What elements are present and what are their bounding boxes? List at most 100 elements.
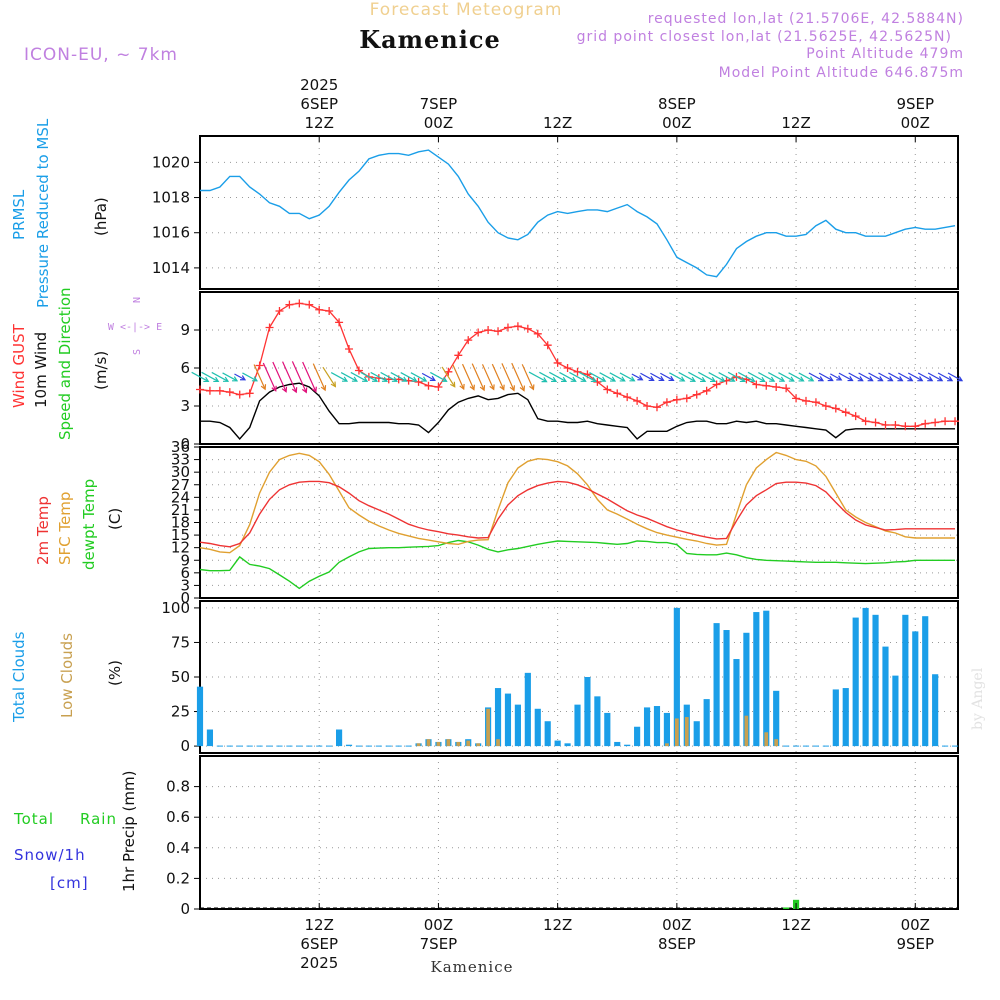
- y-tick-label: 0.6: [166, 808, 190, 826]
- label-total-clouds: Total Clouds: [10, 631, 28, 723]
- low-cloud-bar: [774, 739, 779, 747]
- gust-marker: [851, 412, 860, 421]
- wind-arrow: [471, 363, 485, 391]
- wind-arrow: [830, 373, 842, 381]
- y-tick-label: 18: [171, 514, 190, 532]
- wind-arrowhead: [391, 376, 398, 382]
- gust-marker: [354, 366, 363, 375]
- wind-arrow: [660, 372, 674, 381]
- total-cloud-bar: [673, 607, 680, 747]
- gust-marker: [503, 323, 512, 332]
- time-label: 6SEP: [300, 95, 338, 113]
- wind-arrow: [868, 372, 883, 382]
- total-cloud-bar: [594, 696, 601, 747]
- wind-arrowhead: [709, 376, 717, 383]
- wind-arrow: [669, 372, 685, 382]
- wind-arrow: [430, 371, 447, 382]
- gust-marker: [652, 403, 661, 412]
- wind-arrowhead: [529, 384, 535, 391]
- product-title: Forecast Meteogram: [370, 0, 563, 20]
- total-cloud-bar: [574, 704, 581, 747]
- wind-arrowhead: [489, 384, 495, 391]
- wind-arrow: [650, 372, 664, 381]
- wind-arrow: [559, 371, 576, 382]
- total-cloud-bar: [524, 672, 531, 747]
- gust-marker: [255, 361, 264, 370]
- y-tick-label: 1016: [152, 224, 190, 242]
- y-tick-label: 1020: [152, 153, 190, 171]
- wind-arrow: [808, 372, 824, 382]
- wind-arrow: [788, 372, 804, 382]
- gust-marker: [811, 398, 820, 407]
- wind-arrow: [201, 371, 219, 382]
- wind-arrowhead: [251, 376, 259, 382]
- gust-marker: [563, 364, 572, 372]
- wind-arrow: [481, 364, 495, 390]
- wind-arrowhead: [240, 375, 247, 381]
- cloud-series: [196, 607, 959, 747]
- y-tick-label: 1018: [152, 189, 190, 207]
- time-label: 9SEP: [896, 95, 934, 113]
- y-tick-label: 75: [171, 633, 190, 651]
- wind-arrowhead: [798, 376, 805, 382]
- gust-marker: [802, 396, 811, 405]
- wind-arrow: [350, 371, 368, 382]
- label-sfc-temp: SFC Temp: [56, 492, 74, 565]
- gust-marker: [662, 398, 671, 407]
- gust-marker: [454, 351, 463, 360]
- pressure-series: [200, 149, 956, 278]
- wind-arrow: [390, 372, 407, 382]
- total-cloud-bar: [336, 729, 343, 747]
- watermark: by Angel: [970, 667, 986, 730]
- wind-arrowhead: [668, 375, 675, 382]
- total-cloud-bar: [584, 677, 591, 747]
- wind-arrowhead: [429, 375, 436, 381]
- wind-arrowhead: [450, 381, 456, 388]
- wind-arrowhead: [541, 377, 548, 383]
- temperature-series: [199, 451, 955, 590]
- point-altitude: Point Altitude 479m: [806, 46, 964, 62]
- low-cloud-bar: [675, 718, 679, 747]
- label-precip: 1hr Precip (mm): [120, 771, 138, 892]
- gust-marker: [196, 385, 204, 394]
- wind-arrow: [599, 372, 616, 382]
- wind-arrow: [848, 372, 863, 382]
- wind-arrowhead: [739, 376, 746, 383]
- wind-10m-line: [200, 382, 955, 440]
- gust-marker: [225, 388, 234, 397]
- gust-marker: [553, 358, 562, 367]
- label-ms: (m/s): [92, 351, 110, 390]
- total-cloud-bar: [743, 632, 750, 747]
- wind-arrowhead: [749, 376, 756, 382]
- total-cloud-bar: [663, 712, 670, 747]
- time-label: 8SEP: [658, 935, 696, 953]
- time-label: 8SEP: [658, 95, 696, 113]
- gust-marker: [643, 402, 652, 410]
- low-cloud-bar: [446, 739, 451, 747]
- wind-arrowhead: [281, 386, 288, 393]
- wind-arrowhead: [459, 383, 465, 391]
- y-tick-label: 36: [171, 438, 190, 456]
- total-cloud-bar: [643, 707, 651, 747]
- gust-marker: [335, 318, 344, 327]
- wind-arrowhead: [330, 381, 337, 388]
- wind-arrowhead: [857, 376, 864, 382]
- y-tick-label: 0: [180, 900, 190, 918]
- gust-marker: [474, 328, 483, 337]
- wind-arrowhead: [729, 376, 736, 382]
- wind-arrowhead: [551, 376, 558, 383]
- gust-marker: [325, 307, 334, 315]
- gust-marker: [951, 417, 960, 426]
- time-label: 12Z: [305, 916, 334, 934]
- wind-arrowhead: [441, 376, 448, 382]
- wind-arrowhead: [362, 376, 369, 382]
- label-low-clouds: Low Clouds: [58, 633, 76, 718]
- wind-arrowhead: [570, 376, 577, 382]
- wind-arrowhead: [808, 376, 815, 382]
- y-tick-label: 9: [180, 321, 190, 339]
- wind-arrowhead: [519, 385, 526, 392]
- wind-arrowhead: [222, 376, 230, 382]
- total-cloud-bar: [693, 721, 700, 747]
- wind-arrow: [688, 371, 706, 382]
